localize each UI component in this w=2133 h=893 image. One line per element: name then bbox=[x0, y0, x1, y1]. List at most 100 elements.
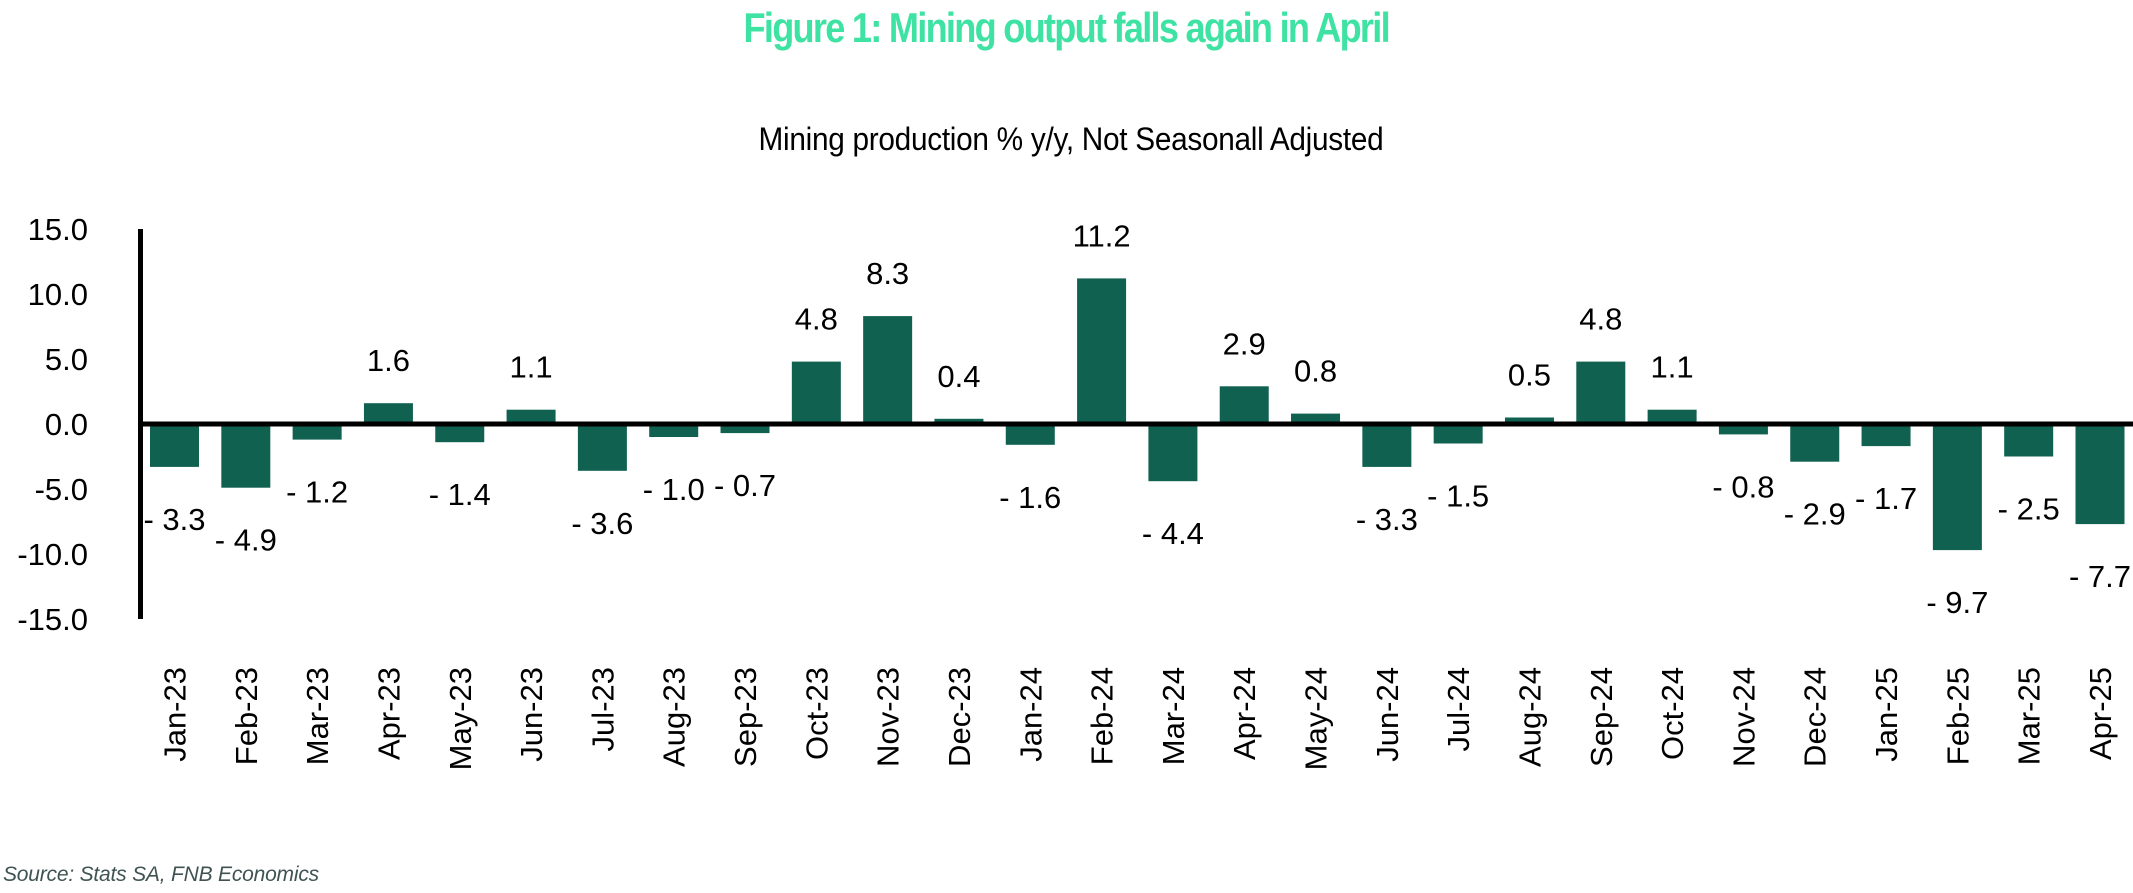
data-label: - 9.7 bbox=[1926, 585, 1988, 620]
bar bbox=[649, 426, 699, 437]
bar bbox=[577, 426, 627, 471]
chart-subtitle: Mining production % y/y, Not Seasonall A… bbox=[0, 121, 2133, 158]
data-label: - 1.4 bbox=[429, 477, 491, 512]
x-tick-label: Feb-25 bbox=[1940, 667, 1975, 765]
y-tick-label: 15.0 bbox=[28, 212, 88, 247]
bar bbox=[1861, 426, 1911, 447]
y-axis-tick-labels: 15.0 10.0 5.0 0.0 -5.0 -10.0 -15.0 bbox=[17, 212, 88, 637]
x-tick-label: Mar-25 bbox=[2012, 667, 2047, 765]
bar bbox=[2075, 426, 2125, 525]
bar bbox=[1647, 409, 1697, 422]
data-label: - 1.5 bbox=[1427, 479, 1489, 514]
data-label: - 3.3 bbox=[1356, 502, 1418, 537]
bar bbox=[292, 426, 342, 440]
data-label: - 7.7 bbox=[2069, 559, 2131, 594]
bar bbox=[720, 426, 770, 434]
data-label: - 4.9 bbox=[215, 523, 277, 558]
data-label: - 1.6 bbox=[999, 480, 1061, 515]
data-label: - 3.6 bbox=[571, 506, 633, 541]
bar bbox=[1504, 417, 1554, 422]
x-tick-label: Aug-24 bbox=[1512, 667, 1547, 767]
y-tick-label: 10.0 bbox=[28, 277, 88, 312]
data-labels: - 3.3 - 4.9 - 1.2 1.6 - 1.4 1.1 - 3.6 - 1.0 - 0.… bbox=[143, 218, 2131, 620]
data-label: - 1.2 bbox=[286, 475, 348, 510]
chart-subtitle-text: Mining production % y/y, Not Seasonall A… bbox=[758, 121, 1384, 157]
bar bbox=[1148, 426, 1198, 482]
bar bbox=[1291, 413, 1341, 422]
bars bbox=[150, 278, 2125, 551]
data-label: 1.1 bbox=[1651, 350, 1694, 385]
x-tick-label: Mar-23 bbox=[300, 667, 335, 765]
x-tick-label: Jun-24 bbox=[1370, 667, 1405, 762]
data-label: - 2.5 bbox=[1998, 492, 2060, 527]
x-tick-label: Jan-24 bbox=[1013, 667, 1048, 762]
x-tick-label: Aug-23 bbox=[657, 667, 692, 767]
x-tick-label: Mar-24 bbox=[1156, 667, 1191, 765]
x-tick-label: May-24 bbox=[1299, 667, 1334, 770]
bar bbox=[1576, 361, 1626, 422]
bar bbox=[791, 361, 841, 422]
x-tick-label: Dec-24 bbox=[1798, 667, 1833, 767]
x-tick-label: Oct-23 bbox=[799, 667, 834, 760]
data-label: - 4.4 bbox=[1142, 516, 1204, 551]
x-tick-label: Jan-23 bbox=[158, 667, 193, 762]
bar bbox=[1932, 426, 1982, 551]
data-label: - 0.7 bbox=[714, 468, 776, 503]
bar bbox=[1005, 426, 1055, 445]
figure-title: Figure 1: Mining output falls again in A… bbox=[0, 4, 2133, 52]
bar bbox=[1077, 278, 1127, 422]
bar bbox=[1790, 426, 1840, 462]
bar bbox=[1219, 386, 1269, 422]
x-tick-label: Oct-24 bbox=[1655, 667, 1690, 760]
data-label: 0.4 bbox=[937, 359, 980, 394]
bar bbox=[1433, 426, 1483, 444]
bar bbox=[363, 403, 413, 422]
x-axis-tick-labels: Jan-23 Feb-23 Mar-23 Apr-23 May-23 Jun-23 Jul-… bbox=[158, 667, 2119, 770]
y-axis-line bbox=[138, 229, 143, 619]
bar bbox=[150, 426, 199, 467]
x-tick-label: Apr-23 bbox=[371, 667, 406, 760]
x-tick-label: Apr-25 bbox=[2083, 667, 2118, 760]
data-label: 1.6 bbox=[367, 343, 410, 378]
bar bbox=[934, 418, 984, 422]
data-label: - 3.3 bbox=[143, 502, 205, 537]
x-axis-zero-line bbox=[139, 421, 2133, 427]
data-label: - 1.7 bbox=[1855, 481, 1917, 516]
bar bbox=[1362, 426, 1412, 467]
data-label: 1.1 bbox=[510, 350, 553, 385]
x-tick-label: Jul-24 bbox=[1441, 667, 1476, 751]
data-label: - 0.8 bbox=[1712, 469, 1774, 504]
bar bbox=[1718, 426, 1768, 435]
y-tick-label: -15.0 bbox=[17, 602, 88, 637]
data-label: 0.5 bbox=[1508, 358, 1551, 393]
bar bbox=[435, 426, 485, 443]
data-label: 2.9 bbox=[1223, 326, 1266, 361]
x-tick-label: Jul-23 bbox=[585, 667, 620, 751]
x-tick-label: Nov-24 bbox=[1726, 667, 1761, 767]
x-tick-label: Nov-23 bbox=[871, 667, 906, 767]
data-label: 4.8 bbox=[795, 302, 838, 337]
x-tick-label: Jan-25 bbox=[1869, 667, 1904, 762]
x-tick-label: May-23 bbox=[443, 667, 478, 770]
data-label: - 2.9 bbox=[1784, 497, 1846, 532]
data-label: - 1.0 bbox=[643, 472, 705, 507]
bar bbox=[506, 409, 556, 422]
data-label: 11.2 bbox=[1073, 218, 1131, 253]
bar bbox=[863, 316, 913, 422]
x-tick-label: Apr-24 bbox=[1227, 667, 1262, 760]
y-tick-label: -10.0 bbox=[17, 537, 88, 572]
data-label: 4.8 bbox=[1579, 302, 1622, 337]
x-tick-label: Jun-23 bbox=[514, 667, 549, 762]
data-label: 8.3 bbox=[866, 256, 909, 291]
y-tick-label: 5.0 bbox=[45, 342, 88, 377]
figure-title-text: Figure 1: Mining output falls again in A… bbox=[743, 4, 1391, 51]
x-tick-label: Feb-24 bbox=[1085, 667, 1120, 765]
y-tick-label: -5.0 bbox=[35, 472, 88, 507]
source-note: Source: Stats SA, FNB Economics bbox=[3, 863, 319, 886]
x-tick-label: Dec-23 bbox=[942, 667, 977, 767]
x-tick-label: Feb-23 bbox=[229, 667, 264, 765]
data-label: 0.8 bbox=[1294, 354, 1337, 389]
x-tick-label: Sep-23 bbox=[728, 667, 763, 767]
bar bbox=[221, 426, 271, 488]
